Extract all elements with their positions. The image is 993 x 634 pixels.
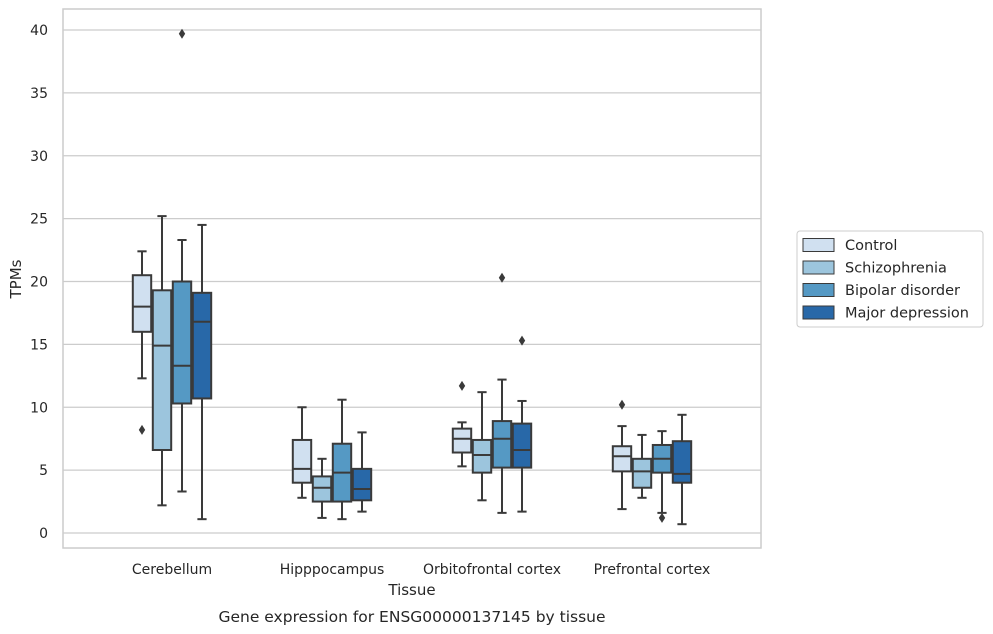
legend-label: Bipolar disorder — [845, 283, 960, 299]
y-axis-label: TPMs — [7, 259, 25, 299]
outlier-point — [658, 512, 666, 523]
y-tick-label: 35 — [30, 86, 48, 102]
y-tick-label: 10 — [30, 400, 48, 416]
box — [191, 291, 213, 400]
outlier-point — [518, 335, 526, 346]
outlier-point — [458, 380, 466, 391]
outlier-point — [178, 28, 186, 39]
legend-label: Control — [845, 238, 897, 254]
y-tick-label: 5 — [39, 463, 48, 479]
legend-label: Major depression — [845, 306, 969, 322]
box — [471, 438, 493, 474]
box — [511, 422, 533, 469]
x-tick-label: Hipppocampus — [280, 562, 385, 578]
legend-swatch — [802, 305, 835, 320]
y-tick-label: 0 — [39, 526, 48, 542]
x-tick-label: Prefrontal cortex — [594, 562, 711, 578]
box — [131, 274, 153, 333]
box — [351, 467, 373, 502]
box — [631, 457, 653, 489]
x-tick-label: Cerebellum — [132, 562, 212, 578]
y-tick-label: 15 — [30, 337, 48, 353]
x-axis-ticks: Cerebellum Hipppocampus Orbitofrontal cort… — [132, 562, 710, 578]
box — [451, 427, 473, 454]
y-tick-label: 20 — [30, 275, 48, 291]
box — [171, 280, 193, 405]
legend-frame — [796, 230, 984, 328]
box — [611, 445, 633, 473]
box — [491, 420, 513, 469]
legend-label: Schizophrenia — [845, 261, 947, 277]
outlier-point — [618, 399, 626, 410]
legend-swatch — [802, 238, 835, 252]
y-tick-label: 30 — [30, 149, 48, 165]
box — [151, 289, 173, 452]
x-tick-label: Orbitofrontal cortex — [423, 562, 561, 578]
plot-area-frame — [62, 8, 762, 549]
y-tick-label: 25 — [30, 212, 48, 228]
x-axis-label: Tissue — [387, 581, 435, 599]
box-series — [131, 28, 693, 526]
box — [671, 440, 693, 484]
legend-swatch — [802, 283, 835, 297]
box — [291, 438, 313, 484]
chart-caption: Gene expression for ENSG00000137145 by t… — [218, 608, 605, 626]
y-axis-ticks: 0 5 10 15 20 25 30 35 40 — [30, 23, 48, 542]
outlier-point — [138, 424, 146, 435]
legend-swatch — [802, 260, 835, 275]
y-tick-label: 40 — [30, 23, 48, 39]
box — [311, 475, 333, 503]
legend: Control Schizophrenia Bipolar disorder Majo… — [796, 230, 984, 328]
outlier-point — [498, 272, 506, 283]
